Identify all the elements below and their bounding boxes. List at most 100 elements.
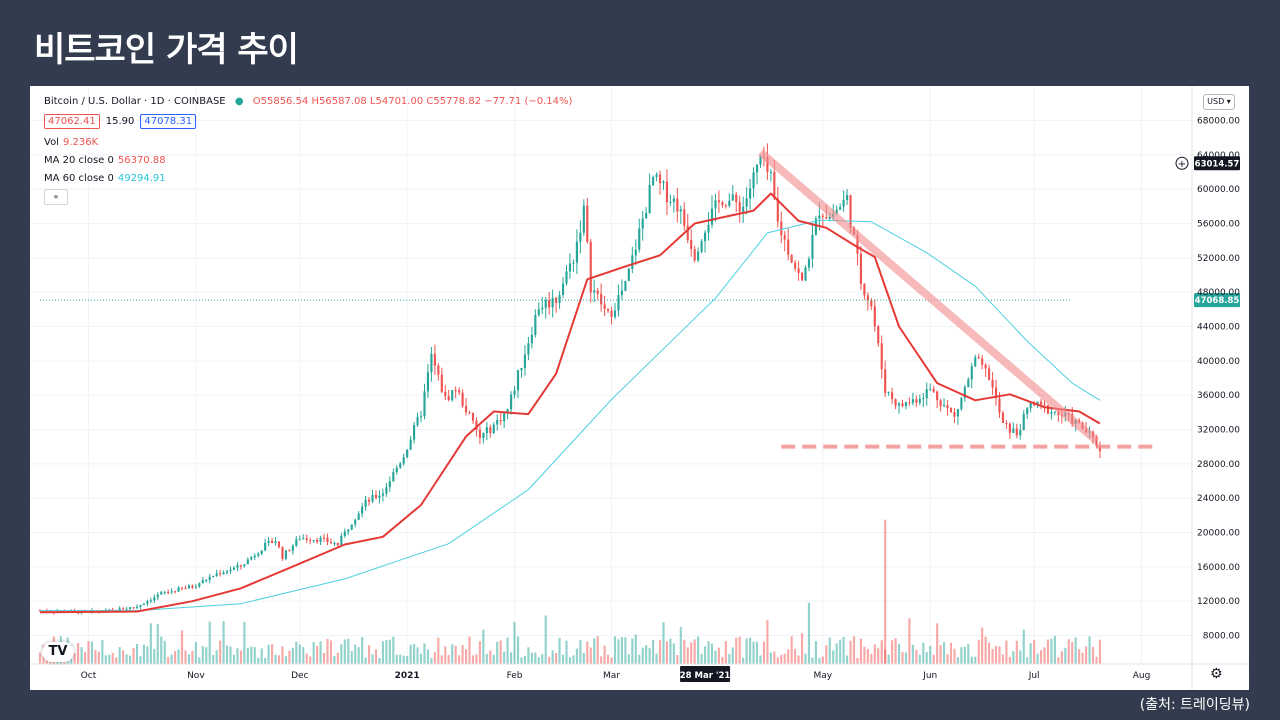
- candle-body: [156, 594, 159, 598]
- candle-body: [835, 209, 838, 214]
- candle-body: [731, 194, 734, 201]
- sell-price-button[interactable]: 47062.41: [44, 114, 100, 129]
- candles: [38, 143, 1102, 615]
- candle-body: [676, 198, 679, 212]
- price-chart[interactable]: 47068.85 + 63014.57 28 Mar '21 68000.00 6400…: [30, 86, 1249, 690]
- candle-body: [946, 405, 949, 409]
- candle-body: [818, 215, 821, 219]
- currency-select[interactable]: USD ▾: [1203, 94, 1235, 110]
- candle-body: [454, 390, 457, 392]
- candle-body: [565, 271, 568, 284]
- candle-body: [669, 201, 672, 203]
- volume-bar: [239, 650, 242, 664]
- slide-title: 비트코인 가격 추이: [34, 30, 299, 70]
- volume-bar: [873, 644, 876, 664]
- candle-body: [1001, 412, 1005, 423]
- volume-bar: [340, 644, 343, 664]
- volume-bar: [94, 650, 97, 664]
- volume-bar: [305, 653, 308, 664]
- volume-bar: [897, 643, 901, 664]
- add-alert-icon: [1175, 156, 1189, 170]
- candle-body: [776, 198, 779, 222]
- volume-bar: [949, 642, 953, 664]
- volume-bar: [891, 640, 894, 664]
- candle-body: [787, 239, 790, 255]
- volume-bar: [762, 641, 766, 664]
- volume-bar: [156, 623, 159, 664]
- tradingview-logo[interactable]: TV: [42, 642, 74, 662]
- candle-body: [846, 195, 849, 200]
- candle-body: [426, 372, 430, 392]
- buy-price-button[interactable]: 47078.31: [140, 114, 197, 129]
- candle-body: [108, 609, 111, 611]
- candle-body: [322, 537, 326, 539]
- volume-bar: [128, 655, 132, 664]
- candle-body: [419, 416, 423, 418]
- candle-body: [707, 224, 710, 233]
- volume-bar: [655, 653, 658, 664]
- candle-body: [416, 416, 419, 426]
- candle-body: [1008, 423, 1011, 433]
- collapse-legend-button[interactable]: «: [44, 189, 68, 205]
- candle-body: [468, 412, 471, 414]
- candle-body: [406, 449, 409, 458]
- ma20-label: MA 20 close 0: [44, 155, 114, 166]
- candle-body: [981, 358, 984, 365]
- volume-bar: [288, 650, 291, 664]
- volume-bar: [977, 639, 980, 664]
- ma60-value: 49294.91: [117, 173, 166, 184]
- volume-bar: [735, 637, 738, 664]
- volume-bar: [915, 649, 918, 664]
- candle-body: [800, 272, 804, 281]
- ma60-legend[interactable]: MA 60 close 0 49294.91: [44, 173, 166, 184]
- candle-body: [153, 597, 156, 601]
- gear-icon[interactable]: ⚙: [1210, 666, 1223, 682]
- candle-body: [284, 550, 288, 559]
- candle-body: [371, 494, 374, 502]
- candle-body: [797, 268, 800, 273]
- volume-bar: [406, 655, 409, 664]
- volume-bar: [264, 657, 267, 664]
- bid-ask-row: 47062.41 15.90 47078.31: [44, 114, 197, 129]
- candle-body: [645, 212, 648, 219]
- volume-bar: [582, 653, 585, 664]
- volume-bar: [388, 639, 391, 664]
- ma20-legend[interactable]: MA 20 close 0 56370.88: [44, 155, 166, 166]
- volume-bar: [1019, 650, 1022, 664]
- candle-body: [215, 573, 218, 576]
- volume-bar: [246, 647, 249, 664]
- volume-bar: [842, 636, 845, 664]
- volume-bar: [918, 654, 921, 664]
- candle-body: [170, 591, 173, 593]
- volume-bar: [863, 646, 866, 664]
- volume-bar: [111, 652, 114, 664]
- volume-bar: [942, 642, 946, 664]
- volume-bar: [513, 621, 516, 664]
- chart-panel[interactable]: 47068.85 +63014.57 28 Mar '21 68000.00 6400…: [30, 86, 1249, 690]
- volume-bar: [426, 649, 430, 664]
- candle-body: [257, 553, 260, 556]
- symbol-name: Bitcoin / U.S. Dollar · 1D · COINBASE: [44, 96, 226, 107]
- candle-body: [364, 499, 367, 507]
- candle-body: [773, 171, 776, 199]
- y-tick-label: 12000.00: [1197, 597, 1240, 607]
- candle-body: [790, 254, 793, 263]
- candle-body: [575, 241, 578, 263]
- candle-body: [388, 481, 391, 488]
- volume-bar: [1022, 629, 1025, 664]
- volume-bar: [956, 657, 959, 664]
- candle-body: [291, 545, 294, 551]
- candle-body: [347, 529, 350, 532]
- candle-body: [212, 575, 215, 577]
- volume-bar: [970, 656, 973, 664]
- volume-bar: [73, 653, 76, 664]
- candle-body: [316, 540, 319, 542]
- volume-bar: [555, 653, 558, 664]
- volume-bar: [839, 639, 842, 664]
- volume-bar: [946, 654, 949, 664]
- volume-legend[interactable]: Vol 9.236K: [44, 137, 98, 148]
- candle-body: [665, 181, 669, 203]
- volume-bar: [298, 644, 301, 664]
- candle-body: [229, 569, 232, 572]
- candle-body: [904, 402, 908, 407]
